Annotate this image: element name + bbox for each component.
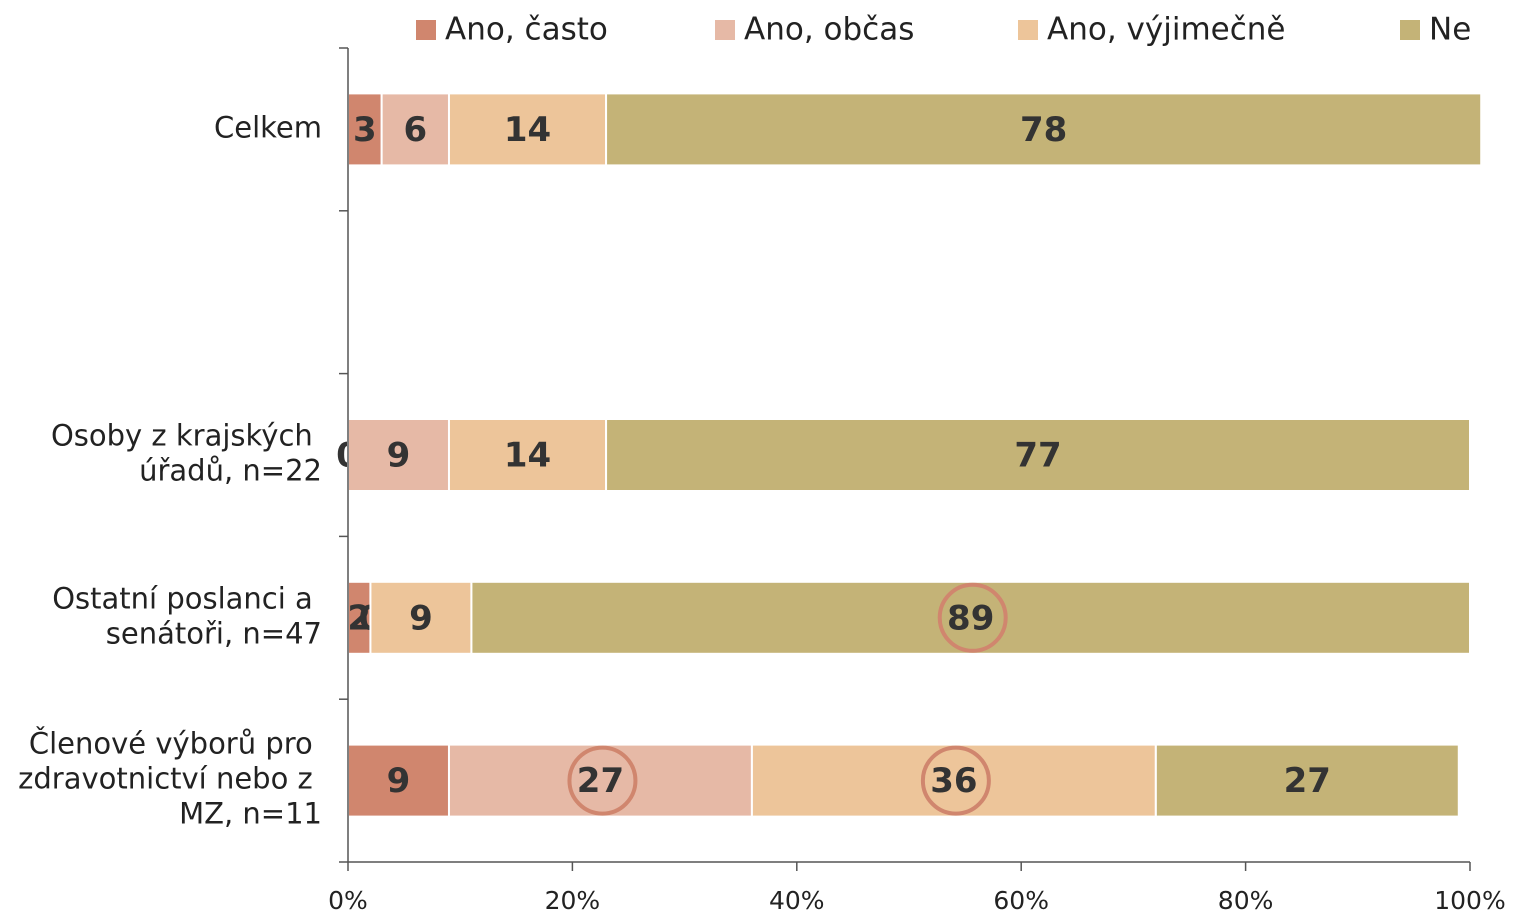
data-label: 9: [387, 761, 411, 801]
highlight-circle: [567, 745, 638, 816]
data-label: 3: [353, 110, 377, 150]
data-label: 2: [347, 598, 371, 638]
data-label: 14: [504, 110, 551, 150]
category-label-line: Celkem: [214, 110, 322, 144]
category-label-line: Osoby z krajských: [51, 419, 322, 453]
bar-segment: [447, 92, 608, 167]
data-label: 9: [387, 436, 411, 476]
bar-segment: [380, 92, 450, 167]
bar-segment: [605, 418, 1471, 492]
data-label: 6: [403, 110, 427, 150]
x-tick-label: 80%: [1218, 886, 1274, 915]
legend-swatch: [1018, 20, 1038, 40]
data-label: 77: [1014, 436, 1061, 476]
highlight-circle: [937, 582, 1008, 653]
x-tick-label: 40%: [769, 886, 825, 915]
bar-segment: [750, 743, 1157, 818]
category-label-line: úřadů, n=22: [139, 454, 322, 488]
legend-swatch: [715, 20, 735, 40]
data-label: 27: [1284, 761, 1331, 801]
x-tick-label: 20%: [545, 886, 601, 915]
x-tick-label: 0%: [328, 886, 368, 915]
data-label: 27: [577, 761, 624, 801]
category-label-line: MZ, n=11: [179, 797, 322, 831]
legend-label: Ano, výjimečně: [1047, 12, 1285, 48]
legend-label: Ne: [1429, 12, 1471, 48]
legend-label: Ano, často: [445, 12, 608, 48]
bar-segment: [447, 743, 753, 818]
category-label-line: zdravotnictví nebo z: [18, 762, 322, 796]
legend-label: Ano, občas: [744, 12, 914, 48]
bar-segment: [369, 580, 473, 655]
data-label: 89: [947, 598, 994, 638]
bar-segment: [447, 418, 608, 492]
category-label: Celkem: [214, 110, 322, 144]
data-label: 78: [1020, 110, 1067, 150]
bar-segment: [605, 92, 1483, 167]
data-label: 9: [409, 598, 433, 638]
data-label: 36: [930, 761, 977, 801]
bar-segment: [347, 418, 450, 492]
x-tick-label: 60%: [993, 886, 1049, 915]
category-label-line: Ostatní poslanci a: [52, 581, 322, 615]
highlight-circle: [920, 745, 991, 816]
category-label: Osoby z krajských úřadů, n=22: [51, 419, 322, 488]
legend-swatch: [416, 20, 436, 40]
data-label: 14: [504, 436, 551, 476]
category-label: Členové výborů pro zdravotnictví nebo z …: [18, 727, 322, 831]
category-label: Ostatní poslanci a senátoři, n=47: [52, 581, 322, 650]
category-label-line: senátoři, n=47: [106, 616, 322, 650]
x-tick-label: 100%: [1434, 886, 1505, 915]
legend-swatch: [1400, 20, 1420, 40]
bar-segment: [1154, 743, 1460, 818]
category-label-line: Členové výborů pro: [29, 727, 322, 761]
bar-segment: [470, 580, 1472, 655]
